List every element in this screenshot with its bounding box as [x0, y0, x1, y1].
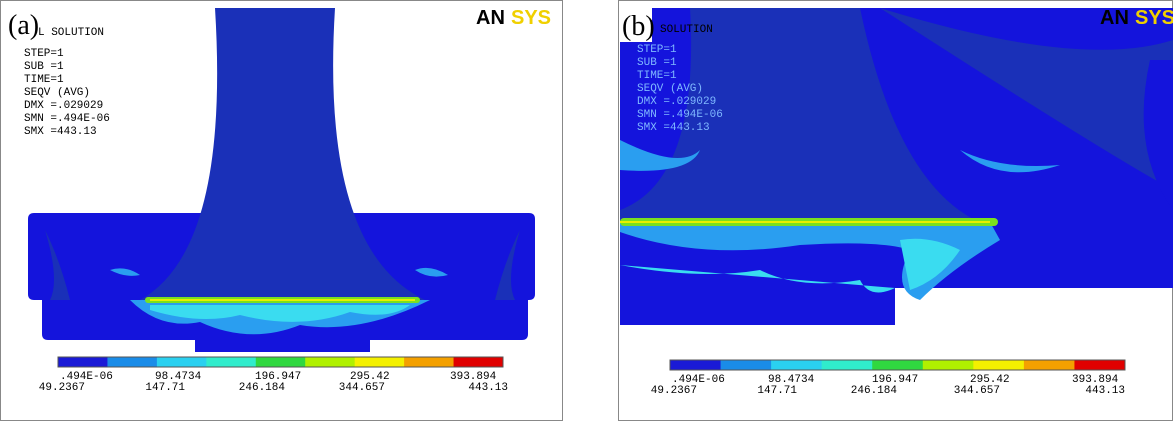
shape [620, 6, 652, 42]
logo-an: AN [1100, 7, 1129, 29]
info-line: TIME=1 [637, 70, 677, 82]
legend-swatch [1074, 360, 1126, 370]
shape [1143, 60, 1173, 210]
legend-label: 246.184 [239, 382, 286, 394]
panel-b [618, 0, 1173, 421]
info-line: SEQV (AVG) [24, 87, 90, 99]
shape [150, 305, 410, 322]
legend-swatch [872, 360, 924, 370]
legend-label: 443.13 [468, 382, 508, 394]
shape [4, 6, 38, 40]
shape [669, 359, 1126, 371]
legend-label: 295.42 [350, 371, 390, 383]
panel-label: (b) [622, 11, 655, 42]
shape [150, 299, 415, 301]
legend-label: 49.2367 [651, 385, 697, 397]
logo-sys: SYS [511, 7, 551, 29]
logo-sys: SYS [1135, 7, 1173, 29]
shape [620, 221, 990, 223]
info-line: SMN =.494E-06 [637, 109, 723, 121]
info-line: SMN =.494E-06 [24, 113, 110, 125]
legend-swatch [670, 360, 722, 370]
panel-a [0, 0, 563, 421]
legend-swatch [58, 357, 108, 367]
shape [620, 238, 960, 293]
legend-swatch [404, 357, 455, 367]
legend-swatch [771, 360, 823, 370]
legend-swatch [206, 357, 257, 367]
legend-label: 98.4734 [155, 371, 202, 383]
info-line: TIME=1 [24, 74, 64, 86]
legend-label: 196.947 [872, 374, 918, 386]
shape [57, 356, 504, 368]
info-line: SUB =1 [637, 57, 677, 69]
legend-swatch [255, 357, 306, 367]
legend-frame [669, 359, 1126, 371]
legend-label: 49.2367 [39, 382, 85, 394]
legend-frame [57, 356, 504, 368]
info-line: SMX =443.13 [637, 122, 710, 134]
plot-title: SOLUTION [660, 24, 713, 36]
legend-label: 295.42 [970, 374, 1010, 386]
plot-title: L SOLUTION [38, 27, 104, 39]
legend-label: 246.184 [851, 385, 898, 397]
info-line: DMX =.029029 [24, 100, 103, 112]
legend-swatch [821, 360, 873, 370]
logo-an: AN [476, 7, 505, 29]
panel-label: (a) [8, 10, 39, 41]
legend-label: 344.657 [339, 382, 385, 394]
shape [620, 140, 1060, 173]
legend-label: 98.4734 [768, 374, 815, 386]
legend-label: 344.657 [954, 385, 1000, 397]
shape [140, 8, 425, 300]
legend-label: .494E-06 [60, 371, 113, 383]
legend-swatch [156, 357, 207, 367]
legend-swatch [922, 360, 974, 370]
legend-swatch [1023, 360, 1075, 370]
legend-swatch [107, 357, 158, 367]
legend-swatch [973, 360, 1025, 370]
info-line: STEP=1 [637, 44, 677, 56]
legend-swatch [354, 357, 405, 367]
shape [620, 8, 995, 228]
legend-swatch [720, 360, 772, 370]
legend-label: 147.71 [145, 382, 185, 394]
legend-label: 147.71 [757, 385, 797, 397]
info-line: DMX =.029029 [637, 96, 716, 108]
info-line: SMX =443.13 [24, 126, 97, 138]
info-line: SUB =1 [24, 61, 64, 73]
legend-label: 196.947 [255, 371, 301, 383]
legend-label: 443.13 [1085, 385, 1125, 397]
info-line: SEQV (AVG) [637, 83, 703, 95]
legend-swatch [453, 357, 504, 367]
info-line: STEP=1 [24, 48, 64, 60]
shape [880, 8, 1173, 190]
legend-label: .494E-06 [672, 374, 725, 386]
legend-label: 393.894 [1072, 374, 1119, 386]
legend-label: 393.894 [450, 371, 497, 383]
legend-swatch [305, 357, 356, 367]
